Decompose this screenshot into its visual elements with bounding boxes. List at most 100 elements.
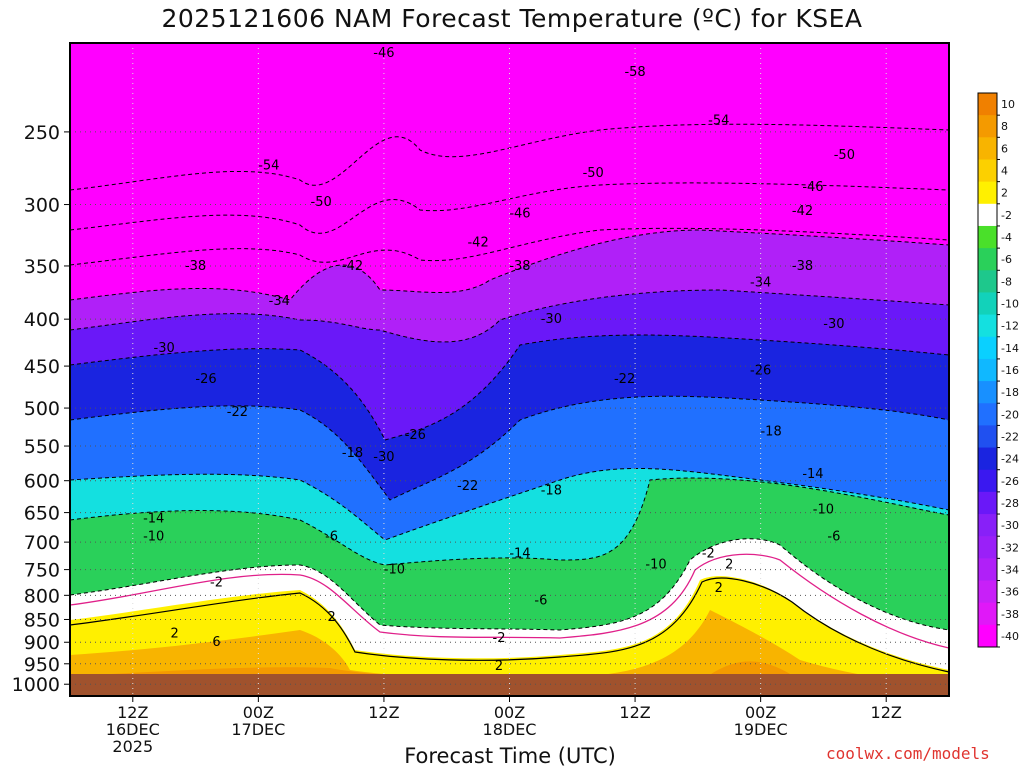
contour-label: -26 — [195, 372, 216, 387]
contour-label: -18 — [760, 424, 781, 439]
colorbar-label: -14 — [1001, 342, 1019, 355]
contour-label: -34 — [750, 276, 771, 291]
colorbar-label: 10 — [1001, 98, 1015, 111]
x-tick-label: 12Z — [619, 703, 650, 722]
y-axis-ticks: 2503003504004505005506006507007508008509… — [12, 122, 70, 696]
colorbar-swatch — [978, 314, 997, 338]
colorbar-swatch — [978, 514, 997, 537]
contour-labels: -46 -58 -54 -54 -50 -50 -46 -50 -42 -46 -42 -38 -42 -… — [143, 46, 855, 674]
colorbar-swatch — [978, 447, 997, 471]
colorbar-swatch — [978, 181, 997, 205]
colorbar-label: -4 — [1001, 231, 1012, 244]
x-tick-label: 2025 — [112, 737, 153, 756]
contour-label: -18 — [541, 484, 562, 499]
colorbar-label: -12 — [1001, 320, 1019, 333]
colorbar-label: -8 — [1001, 275, 1012, 288]
contour-label: -50 — [311, 195, 332, 210]
colorbar-label: -6 — [1001, 253, 1012, 266]
contour-pink-zero — [70, 553, 949, 649]
source-credit: coolwx.com/models — [826, 744, 990, 763]
x-tick-label: 18DEC — [483, 720, 537, 739]
dashed-isotherms — [70, 123, 949, 631]
colorbar-label: -24 — [1001, 453, 1019, 466]
colorbar-swatch — [978, 292, 997, 316]
y-tick-label: 450 — [24, 356, 60, 378]
contour-label: -46 — [509, 207, 530, 222]
contour-label: -22 — [457, 479, 478, 494]
colorbar-swatch — [978, 270, 997, 293]
colorbar-label: 2 — [1001, 187, 1008, 200]
colorbar-swatch — [978, 115, 997, 138]
contour-label: -2 — [493, 631, 506, 646]
contour-label: -50 — [583, 166, 604, 181]
y-tick-label: 400 — [24, 309, 60, 331]
y-tick-label: 950 — [24, 654, 60, 676]
colorbar: 10 8 6 4 2 -2 -4 -6 -8 -10 -12 -14 -16 -18 -20 -22 -24 -2… — [977, 92, 1019, 648]
colorbar-swatch — [978, 336, 997, 360]
colorbar-swatch — [978, 536, 997, 559]
colorbar-swatch — [978, 558, 997, 582]
y-tick-label: 600 — [24, 471, 60, 493]
contour-label: -38 — [792, 259, 813, 274]
contour-label: -14 — [509, 546, 530, 561]
x-tick-label: 00Z — [494, 703, 525, 722]
y-tick-label: 850 — [24, 609, 60, 631]
contour-label: -38 — [185, 259, 206, 274]
colorbar-label: -22 — [1001, 430, 1019, 443]
contour-label: -10 — [384, 563, 405, 578]
colorbar-label: -32 — [1001, 541, 1019, 554]
contour-label: 2 — [725, 557, 733, 572]
colorbar-swatch — [978, 602, 997, 626]
y-tick-label: 250 — [24, 122, 60, 144]
colorbar-swatch — [978, 93, 997, 116]
contour-label: -46 — [373, 46, 394, 61]
y-tick-label: 800 — [24, 585, 60, 607]
contour-label: -30 — [373, 450, 394, 465]
colorbar-swatch — [978, 137, 997, 160]
y-tick-label: 300 — [24, 195, 60, 217]
contour-label: -18 — [342, 446, 363, 461]
contour-label: -26 — [405, 428, 426, 443]
y-tick-label: 700 — [24, 532, 60, 554]
colorbar-swatch — [978, 403, 997, 426]
colorbar-label: -18 — [1001, 386, 1019, 399]
colorbar-label: -26 — [1001, 475, 1019, 488]
x-tick-label: 16DEC — [106, 720, 160, 739]
contour-label: 6 — [212, 635, 220, 650]
x-tick-label: 00Z — [243, 703, 274, 722]
contour-label: -14 — [143, 512, 164, 527]
contour-label: -34 — [269, 294, 290, 309]
colorbar-label: -20 — [1001, 408, 1019, 421]
x-tick-label: 12Z — [871, 703, 902, 722]
contour-label: -14 — [802, 467, 823, 482]
colorbar-swatch — [978, 203, 997, 227]
ground-below-surface — [70, 674, 949, 696]
contour-label: -10 — [143, 529, 164, 544]
colorbar-label: 6 — [1001, 142, 1008, 155]
contour-label: -26 — [750, 363, 771, 378]
contour-label: -30 — [154, 341, 175, 356]
contour-label: -22 — [227, 405, 248, 420]
x-tick-label: 17DEC — [231, 720, 285, 739]
contour-label: 2 — [327, 610, 335, 625]
contour-label: -42 — [342, 259, 363, 274]
contour-label: -42 — [792, 204, 813, 219]
contour-label: -10 — [645, 557, 666, 572]
x-tick-label: 00Z — [745, 703, 776, 722]
y-tick-label: 500 — [24, 398, 60, 420]
contour-label: -30 — [541, 312, 562, 327]
colorbar-label: -36 — [1001, 586, 1019, 599]
chart-title: 2025121606 NAM Forecast Temperature (ºC)… — [161, 4, 863, 33]
colorbar-label: -40 — [1001, 630, 1019, 643]
colorbar-swatch — [978, 425, 997, 449]
y-tick-label: 1000 — [12, 674, 60, 696]
contour-label: -2 — [702, 546, 715, 561]
colorbar-swatch — [978, 159, 997, 183]
contour-label: -30 — [823, 317, 844, 332]
contour-label: -38 — [509, 259, 530, 274]
x-axis-label: Forecast Time (UTC) — [404, 744, 616, 768]
colorbar-label: -30 — [1001, 519, 1019, 532]
contour-label: -46 — [802, 180, 823, 195]
